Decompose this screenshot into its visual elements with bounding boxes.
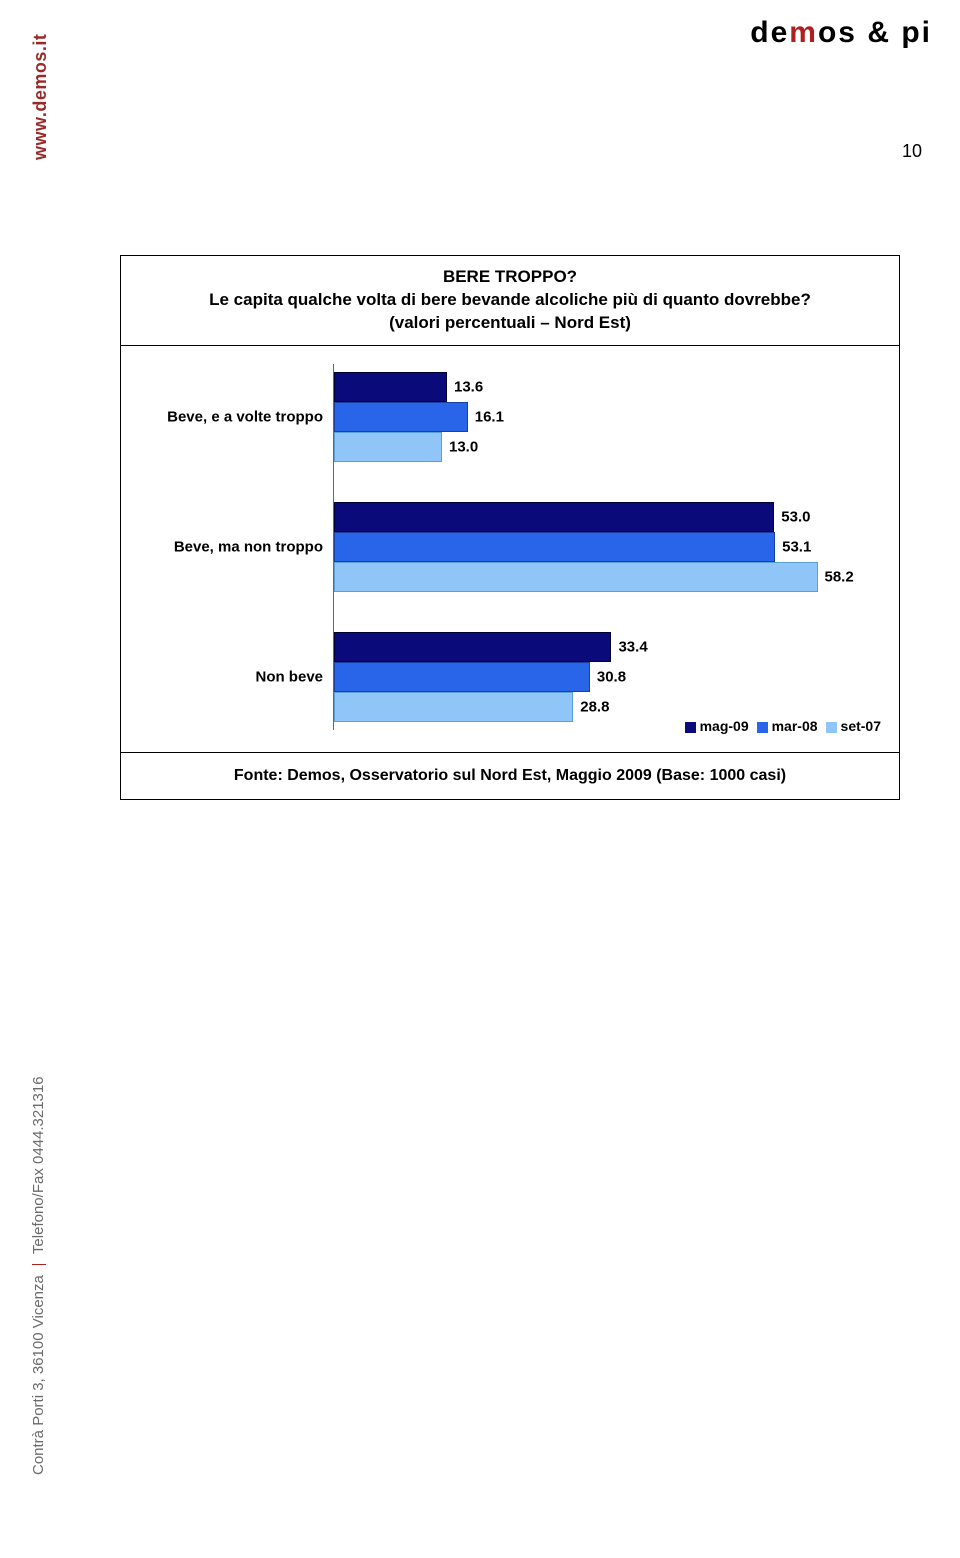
bar: 16.1 bbox=[334, 402, 468, 432]
bar: 53.0 bbox=[334, 502, 774, 532]
bar: 13.6 bbox=[334, 372, 447, 402]
bar-value-label: 53.0 bbox=[773, 508, 810, 525]
bar-value-label: 13.0 bbox=[441, 438, 478, 455]
legend-item: set-07 bbox=[826, 718, 881, 734]
category-label: Beve, ma non troppo bbox=[131, 538, 323, 555]
bar-value-label: 28.8 bbox=[572, 698, 609, 715]
chart-subtitle: Le capita qualche volta di bere bevande … bbox=[135, 289, 885, 312]
chart-group: Beve, ma non troppo53.053.158.2 bbox=[131, 502, 889, 592]
chart-card: BERE TROPPO? Le capita qualche volta di … bbox=[120, 255, 900, 800]
legend-label: mag-09 bbox=[700, 718, 749, 734]
legend-swatch bbox=[826, 722, 837, 733]
legend-swatch bbox=[757, 722, 768, 733]
bar-value-label: 58.2 bbox=[817, 568, 854, 585]
chart-group: Non beve33.430.828.8 bbox=[131, 632, 889, 722]
brand-text-red: m bbox=[789, 16, 818, 49]
bar: 33.4 bbox=[334, 632, 611, 662]
category-label: Non beve bbox=[131, 668, 323, 685]
bar: 13.0 bbox=[334, 432, 442, 462]
category-label: Beve, e a volte troppo bbox=[131, 408, 323, 425]
chart-body: Beve, e a volte troppo13.616.113.0Beve, … bbox=[121, 346, 899, 753]
sidebar-address: Contrà Porti 3, 36100 Vicenza bbox=[30, 1275, 47, 1475]
legend-label: mar-08 bbox=[772, 718, 818, 734]
divider-icon bbox=[32, 1264, 46, 1265]
bar-value-label: 30.8 bbox=[589, 668, 626, 685]
bar: 58.2 bbox=[334, 562, 818, 592]
bar-value-label: 16.1 bbox=[467, 408, 504, 425]
page-root: demos & pi www.demos.it Contrà Porti 3, … bbox=[0, 0, 960, 200]
brand-logo: demos & pi bbox=[750, 16, 932, 50]
bar-value-label: 33.4 bbox=[610, 638, 647, 655]
bar: 28.8 bbox=[334, 692, 573, 722]
legend-item: mar-08 bbox=[757, 718, 818, 734]
bar: 30.8 bbox=[334, 662, 590, 692]
legend-item: mag-09 bbox=[685, 718, 749, 734]
chart-title: BERE TROPPO? bbox=[135, 266, 885, 289]
card-header: BERE TROPPO? Le capita qualche volta di … bbox=[121, 256, 899, 346]
chart-group: Beve, e a volte troppo13.616.113.0 bbox=[131, 372, 889, 462]
chart-footer-source: Fonte: Demos, Osservatorio sul Nord Est,… bbox=[121, 753, 899, 799]
bar: 53.1 bbox=[334, 532, 775, 562]
sidebar-contact: Contrà Porti 3, 36100 Vicenza Telefono/F… bbox=[30, 1076, 47, 1475]
bar-value-label: 13.6 bbox=[446, 378, 483, 395]
sidebar-url: www.demos.it bbox=[30, 34, 51, 160]
bar-value-label: 53.1 bbox=[774, 538, 811, 555]
sidebar-phone: Telefono/Fax 0444.321316 bbox=[30, 1076, 47, 1254]
brand-text-pre: de bbox=[750, 16, 789, 49]
brand-text-post: os & pi bbox=[818, 16, 932, 49]
chart-meta: (valori percentuali – Nord Est) bbox=[135, 312, 885, 335]
chart-legend: mag-09 mar-08 set-07 bbox=[685, 718, 881, 734]
legend-label: set-07 bbox=[841, 718, 881, 734]
chart-plot: Beve, e a volte troppo13.616.113.0Beve, … bbox=[131, 364, 889, 730]
legend-swatch bbox=[685, 722, 696, 733]
page-number: 10 bbox=[902, 141, 922, 162]
